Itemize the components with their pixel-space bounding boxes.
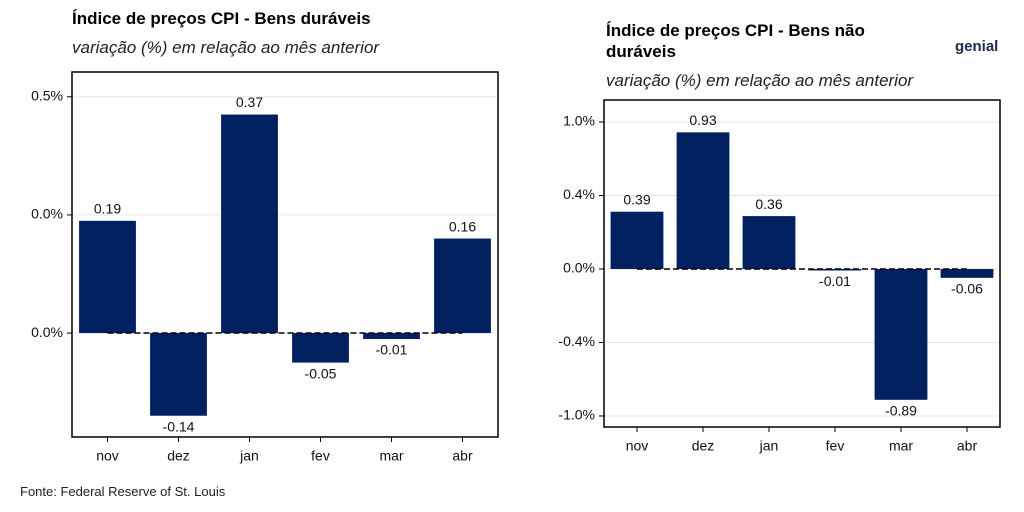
data-label: 0.16 bbox=[449, 218, 476, 234]
data-label: -0.01 bbox=[819, 273, 851, 289]
y-tick-label: 0.5% bbox=[31, 88, 63, 104]
y-tick-label: -1.0% bbox=[558, 407, 595, 423]
data-label: 0.19 bbox=[94, 201, 121, 217]
data-label: 0.37 bbox=[236, 94, 263, 110]
source: Fonte: Federal Reserve of St. Louis bbox=[20, 484, 226, 499]
bar bbox=[874, 269, 928, 400]
bar bbox=[434, 238, 491, 334]
data-label: 0.93 bbox=[689, 112, 716, 128]
plot-frame bbox=[71, 71, 499, 438]
x-tick-label: mar bbox=[379, 448, 403, 464]
chart-title: Índice de preços CPI - Bens não duráveis bbox=[606, 21, 865, 61]
bar bbox=[363, 333, 420, 339]
x-tick-label: abr bbox=[957, 438, 978, 454]
x-tick-label: fev bbox=[826, 438, 845, 454]
bar bbox=[79, 220, 136, 334]
bar bbox=[292, 333, 349, 363]
x-tick-label: jan bbox=[239, 448, 259, 464]
x-tick-label: abr bbox=[452, 448, 473, 464]
bar bbox=[221, 114, 278, 334]
bar bbox=[742, 216, 796, 270]
x-tick-label: mar bbox=[889, 438, 913, 454]
bar bbox=[676, 132, 730, 270]
y-tick-label: 1.0% bbox=[563, 113, 595, 129]
bar bbox=[940, 269, 994, 278]
brand-logo: genial bbox=[955, 38, 999, 55]
chart-title: Índice de preços CPI - Bens duráveis bbox=[72, 9, 371, 28]
y-tick-label: 0.4% bbox=[563, 186, 595, 202]
x-tick-label: jan bbox=[759, 438, 779, 454]
y-tick-label: -0.4% bbox=[558, 333, 595, 349]
x-tick-label: dez bbox=[167, 448, 190, 464]
data-label: 0.36 bbox=[755, 196, 782, 212]
data-label: 0.39 bbox=[623, 191, 650, 207]
y-tick-label: 0.0% bbox=[31, 324, 63, 340]
data-label: -0.89 bbox=[885, 403, 917, 419]
y-tick-label: 0.0% bbox=[563, 260, 595, 276]
x-tick-label: nov bbox=[96, 448, 119, 464]
x-tick-label: dez bbox=[692, 438, 715, 454]
chart-subtitle: variação (%) em relação ao mês anterior bbox=[606, 71, 914, 90]
plot-frame bbox=[603, 99, 1001, 428]
y-tick-label: 0.0% bbox=[31, 206, 63, 222]
data-label: -0.01 bbox=[376, 342, 408, 358]
bar bbox=[150, 333, 207, 416]
x-tick-label: fev bbox=[311, 448, 330, 464]
chart-subtitle: variação (%) em relação ao mês anterior bbox=[72, 38, 380, 57]
data-label: -0.05 bbox=[305, 365, 337, 381]
data-label: -0.06 bbox=[951, 281, 983, 297]
x-tick-label: nov bbox=[626, 438, 649, 454]
bar bbox=[610, 211, 664, 270]
data-label: -0.14 bbox=[163, 418, 195, 434]
